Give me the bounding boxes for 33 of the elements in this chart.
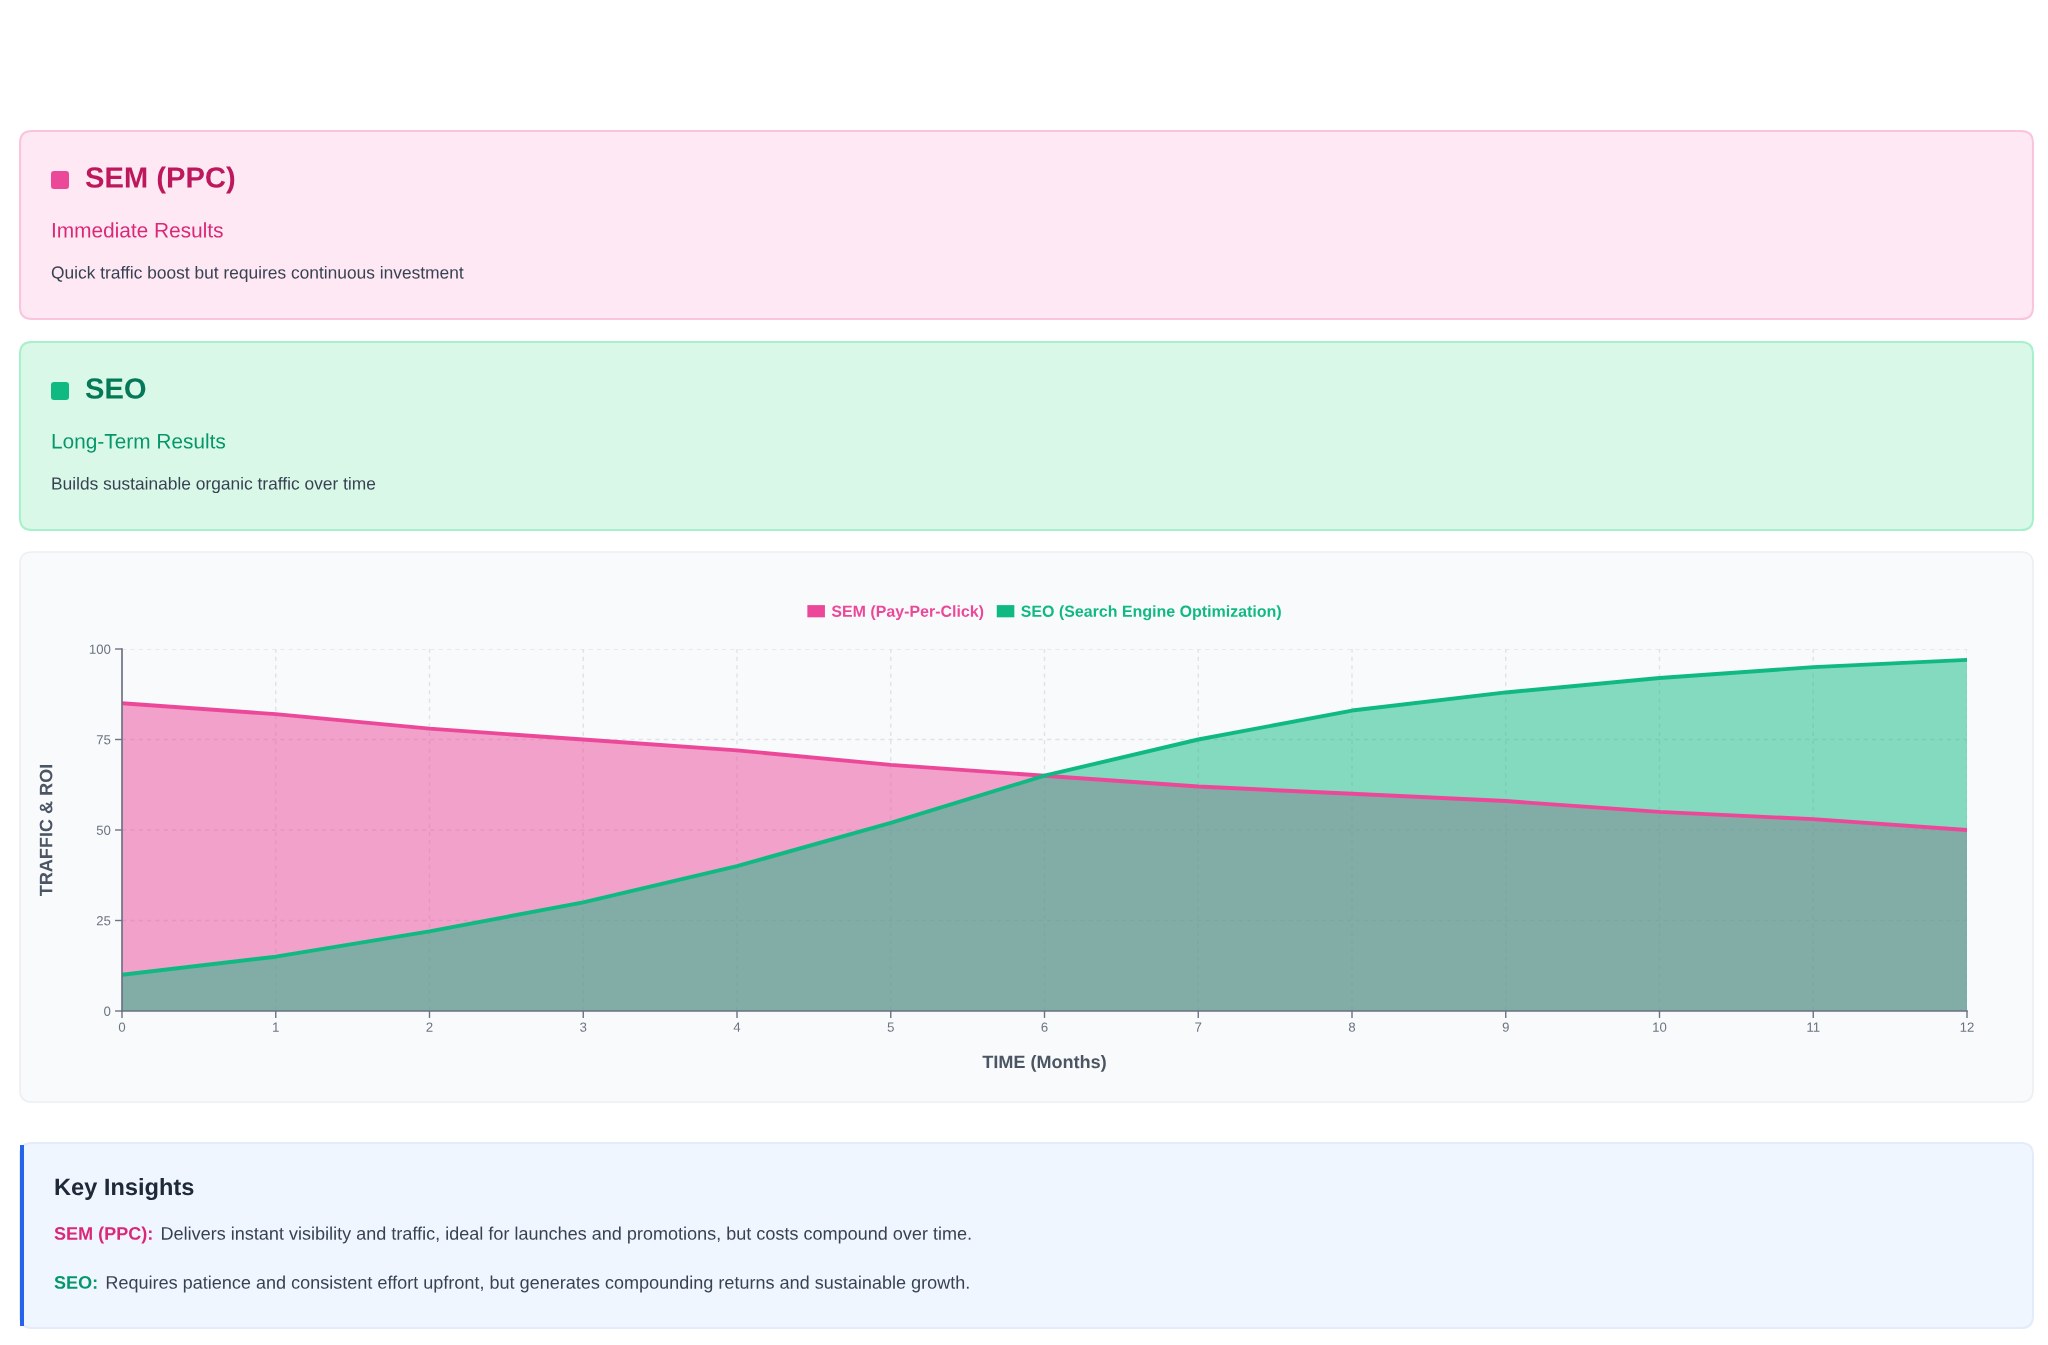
text: Builds sustainable organic traffic over time — [52, 476, 376, 494]
x-tick-label: 6 — [1041, 1022, 1048, 1032]
x-axis-title: TIME (Months) — [982, 1055, 1106, 1072]
legend-label: SEM (Pay-Per-Click) — [831, 605, 984, 621]
x-tick-label: 8 — [1348, 1022, 1356, 1032]
x-tick-label: 9 — [1502, 1022, 1509, 1032]
y-axis-title: TRAFFIC & ROI — [39, 765, 53, 896]
text: Delivers instant visibility and traffic, ideal for launches and promotions, but costs compound over time. — [162, 1226, 971, 1244]
x-tick-label: 3 — [580, 1022, 587, 1032]
x-tick-label: 10 — [1653, 1022, 1667, 1032]
text: Long-Term Results — [52, 433, 226, 453]
text: Immediate Results — [52, 222, 223, 238]
x-tick-label: 7 — [1195, 1022, 1202, 1032]
y-tick-label: 100 — [89, 644, 111, 654]
y-tick-label: 75 — [96, 735, 111, 745]
text: SEM (PPC): — [54, 1226, 152, 1244]
x-tick-label: 0 — [118, 1022, 126, 1032]
legend-label: SEO (Search Engine Optimization) — [1021, 605, 1281, 621]
y-tick-label: 25 — [96, 916, 111, 926]
text: Quick traffic boost but requires continuous investment — [51, 265, 464, 283]
y-tick-label: 50 — [96, 825, 111, 835]
text: Requires patience and consistent effort upfront, but generates compounding returns and sustainable growth. — [106, 1275, 969, 1293]
y-tick-label: 0 — [104, 1006, 111, 1016]
x-tick-label: 2 — [426, 1022, 433, 1032]
x-tick-label: 12 — [1960, 1022, 1974, 1032]
text: SEM (PPC) — [85, 166, 235, 194]
text: Key Insights — [55, 1177, 194, 1201]
x-tick-label: 11 — [1807, 1022, 1820, 1032]
text: SEO — [85, 378, 146, 399]
x-tick-label: 5 — [887, 1022, 894, 1032]
x-tick-label: 4 — [733, 1022, 741, 1032]
text: SEO: — [54, 1276, 97, 1289]
x-tick-label: 1 — [273, 1022, 279, 1032]
